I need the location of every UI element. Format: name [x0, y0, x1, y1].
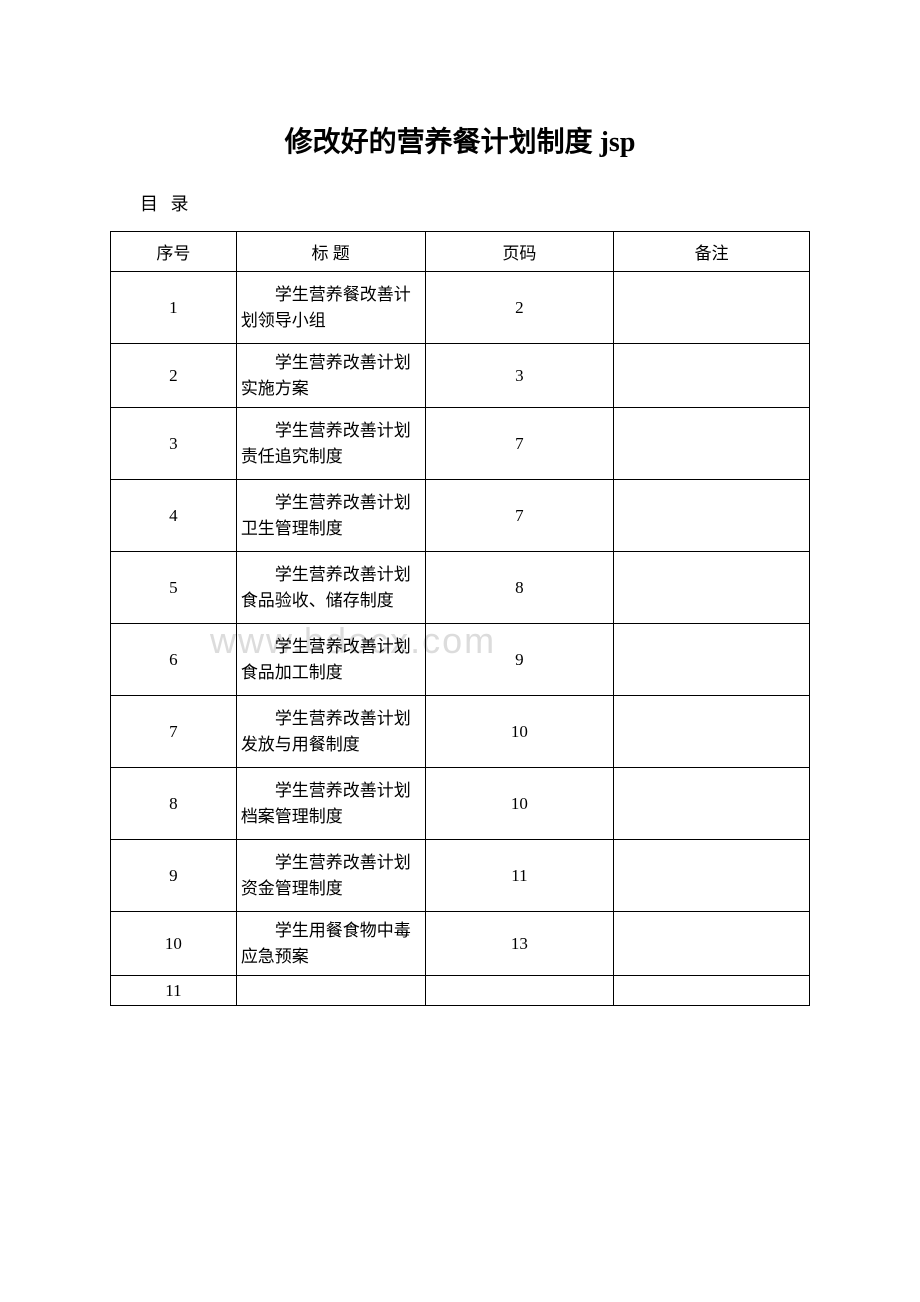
- toc-table-wrapper: 序号 标 题 页码 备注 1 学生营养餐改善计划领导小组 2 2 学生营养改善计…: [110, 231, 810, 1006]
- cell-page: 11: [425, 840, 614, 912]
- cell-title-text: 学生营养改善计划食品验收、储存制度: [241, 562, 421, 613]
- cell-page: 7: [425, 480, 614, 552]
- cell-page: 10: [425, 696, 614, 768]
- cell-title: 学生营养改善计划实施方案: [236, 344, 425, 408]
- cell-title-text: 学生营养改善计划资金管理制度: [241, 850, 421, 901]
- cell-seq: 3: [111, 408, 237, 480]
- cell-seq: 7: [111, 696, 237, 768]
- cell-seq: 4: [111, 480, 237, 552]
- cell-seq: 11: [111, 976, 237, 1006]
- toc-table: 序号 标 题 页码 备注 1 学生营养餐改善计划领导小组 2 2 学生营养改善计…: [110, 231, 810, 1006]
- cell-remark: [614, 480, 810, 552]
- cell-seq: 2: [111, 344, 237, 408]
- cell-title: [236, 976, 425, 1006]
- cell-seq: 8: [111, 768, 237, 840]
- table-row: 10 学生用餐食物中毒应急预案 13: [111, 912, 810, 976]
- cell-seq: 10: [111, 912, 237, 976]
- cell-title: 学生营养改善计划责任追究制度: [236, 408, 425, 480]
- cell-title-text: 学生营养改善计划责任追究制度: [241, 418, 421, 469]
- cell-seq: 6: [111, 624, 237, 696]
- table-row: 3 学生营养改善计划责任追究制度 7: [111, 408, 810, 480]
- table-row: 1 学生营养餐改善计划领导小组 2: [111, 272, 810, 344]
- cell-title: 学生营养餐改善计划领导小组: [236, 272, 425, 344]
- cell-remark: [614, 344, 810, 408]
- cell-title: 学生营养改善计划食品验收、储存制度: [236, 552, 425, 624]
- cell-title: 学生营养改善计划档案管理制度: [236, 768, 425, 840]
- cell-title: 学生营养改善计划卫生管理制度: [236, 480, 425, 552]
- cell-title-text: 学生营养餐改善计划领导小组: [241, 282, 421, 333]
- table-row: 5 学生营养改善计划食品验收、储存制度 8: [111, 552, 810, 624]
- header-remark: 备注: [614, 232, 810, 272]
- header-title: 标 题: [236, 232, 425, 272]
- cell-title-text: 学生营养改善计划档案管理制度: [241, 778, 421, 829]
- cell-remark: [614, 912, 810, 976]
- cell-title-text: 学生营养改善计划发放与用餐制度: [241, 706, 421, 757]
- cell-title: 学生营养改善计划资金管理制度: [236, 840, 425, 912]
- cell-remark: [614, 696, 810, 768]
- cell-page: [425, 976, 614, 1006]
- cell-title: 学生用餐食物中毒应急预案: [236, 912, 425, 976]
- cell-title-text: 学生营养改善计划食品加工制度: [241, 634, 421, 685]
- cell-page: 10: [425, 768, 614, 840]
- cell-page: 7: [425, 408, 614, 480]
- cell-title: 学生营养改善计划食品加工制度: [236, 624, 425, 696]
- cell-seq: 5: [111, 552, 237, 624]
- toc-subtitle: 目 录: [140, 190, 810, 216]
- cell-remark: [614, 408, 810, 480]
- cell-title: 学生营养改善计划发放与用餐制度: [236, 696, 425, 768]
- cell-page: 8: [425, 552, 614, 624]
- cell-seq: 1: [111, 272, 237, 344]
- cell-remark: [614, 272, 810, 344]
- table-row: 4 学生营养改善计划卫生管理制度 7: [111, 480, 810, 552]
- table-row: 8 学生营养改善计划档案管理制度 10: [111, 768, 810, 840]
- cell-remark: [614, 976, 810, 1006]
- header-page: 页码: [425, 232, 614, 272]
- table-row: 7 学生营养改善计划发放与用餐制度 10: [111, 696, 810, 768]
- cell-remark: [614, 840, 810, 912]
- cell-title-text: 学生营养改善计划卫生管理制度: [241, 490, 421, 541]
- cell-remark: [614, 624, 810, 696]
- cell-seq: 9: [111, 840, 237, 912]
- cell-title-text: 学生用餐食物中毒应急预案: [241, 918, 421, 969]
- document-title: 修改好的营养餐计划制度 jsp: [110, 120, 810, 160]
- cell-page: 9: [425, 624, 614, 696]
- cell-page: 13: [425, 912, 614, 976]
- table-row: 9 学生营养改善计划资金管理制度 11: [111, 840, 810, 912]
- cell-title-text: 学生营养改善计划实施方案: [241, 350, 421, 401]
- cell-remark: [614, 768, 810, 840]
- table-row: 11: [111, 976, 810, 1006]
- cell-page: 3: [425, 344, 614, 408]
- table-row: 6 学生营养改善计划食品加工制度 9: [111, 624, 810, 696]
- cell-page: 2: [425, 272, 614, 344]
- cell-remark: [614, 552, 810, 624]
- table-row: 2 学生营养改善计划实施方案 3: [111, 344, 810, 408]
- table-header-row: 序号 标 题 页码 备注: [111, 232, 810, 272]
- header-seq: 序号: [111, 232, 237, 272]
